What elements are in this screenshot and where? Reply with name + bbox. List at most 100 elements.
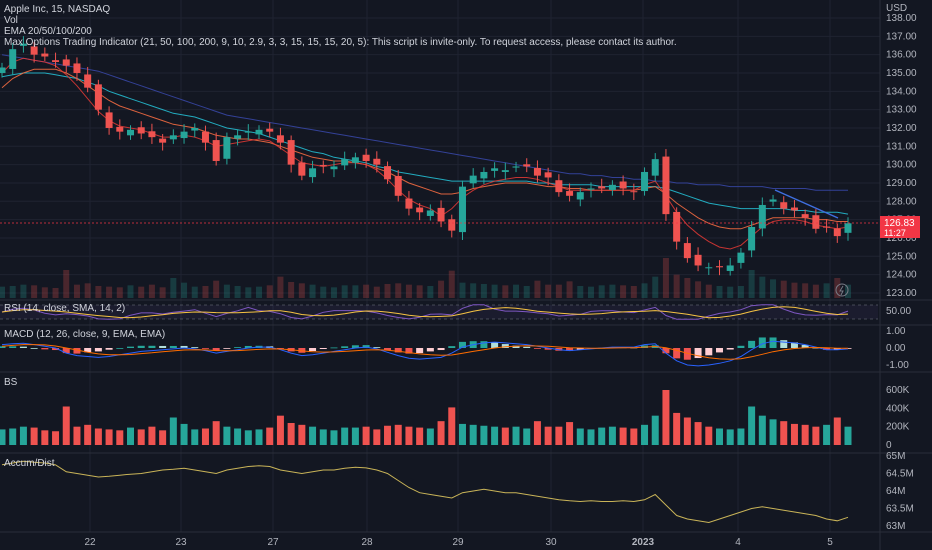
- candle-body: [0, 67, 6, 73]
- candle: [630, 183, 638, 201]
- bs-bar: [844, 426, 852, 445]
- macd-legend[interactable]: MACD (12, 26, close, 9, EMA, EMA): [4, 329, 165, 340]
- candle: [405, 191, 413, 216]
- candle: [298, 156, 306, 181]
- macd-histogram-bar: [523, 346, 531, 348]
- time-axis[interactable]: 22 23 27 28 29 30 2023 4 5: [84, 537, 833, 548]
- bs-bar: [373, 429, 381, 445]
- volume-bar: [298, 283, 305, 298]
- ad-tick-label: 64.5M: [886, 469, 914, 480]
- candle-body: [608, 184, 616, 190]
- bs-bar: [234, 428, 242, 445]
- candle: [309, 160, 317, 183]
- macd-histogram-and-lines: [0, 337, 852, 367]
- bs-bar: [405, 426, 413, 445]
- macd-histogram-bar: [812, 347, 820, 349]
- bs-bar: [619, 427, 627, 445]
- volume-bar: [20, 284, 27, 298]
- price-tick-label: 123.00: [886, 288, 917, 299]
- candle: [19, 36, 27, 53]
- candle-body: [737, 252, 745, 263]
- vol-legend[interactable]: Vol: [4, 15, 18, 26]
- candle-body: [116, 126, 124, 132]
- bs-bar: [255, 429, 263, 445]
- ad-legend[interactable]: Accum/Dist: [4, 458, 55, 469]
- price-tick-label: 136.00: [886, 50, 917, 61]
- macd-histogram-bar: [491, 342, 499, 348]
- volume-bar: [630, 286, 637, 298]
- macd-histogram-bar: [180, 345, 188, 348]
- macd-histogram-bar: [566, 348, 574, 351]
- macd-histogram-bar: [0, 346, 6, 348]
- volume-bar: [759, 276, 766, 298]
- ema-50-line: [1, 68, 848, 230]
- bs-volume-bars: [0, 390, 852, 445]
- ad-tick-label: 63.5M: [886, 504, 914, 515]
- candle: [512, 161, 520, 173]
- candle: [276, 127, 284, 150]
- candle: [9, 43, 17, 75]
- bs-bar: [384, 425, 392, 445]
- macd-histogram-bar: [41, 348, 49, 350]
- candle: [84, 66, 92, 93]
- volume-bar: [202, 286, 209, 298]
- candle-body: [566, 191, 574, 196]
- candle-body: [812, 215, 820, 229]
- volume-bar: [95, 286, 102, 298]
- candle-body: [673, 211, 681, 242]
- candlesticks: [0, 36, 852, 276]
- bs-bar: [641, 424, 649, 445]
- bs-bar: [694, 422, 702, 445]
- volume-bar: [0, 286, 5, 298]
- candle-body: [480, 171, 488, 179]
- macd-histogram-bar: [73, 348, 81, 354]
- macd-histogram-bar: [212, 348, 220, 351]
- volume-bar: [652, 276, 659, 298]
- price-tick-label: 124.00: [886, 270, 917, 281]
- bs-tick-label: 200K: [886, 422, 910, 433]
- candle-body: [469, 175, 477, 184]
- macd-histogram-bar: [30, 348, 38, 349]
- volume-bar: [256, 286, 263, 298]
- macd-histogram-bar: [576, 348, 584, 350]
- macd-histogram-bar: [148, 345, 156, 348]
- candle-body: [523, 164, 531, 167]
- candle-body: [276, 135, 284, 143]
- candle: [287, 135, 295, 173]
- candle: [619, 175, 627, 196]
- indicator-legend[interactable]: Max Options Trading Indicator (21, 50, 1…: [4, 37, 677, 48]
- ema-legend[interactable]: EMA 20/50/100/200: [4, 26, 92, 37]
- trendline-drawing[interactable]: [774, 189, 839, 219]
- candle: [598, 178, 606, 194]
- macd-histogram-bar: [662, 348, 670, 354]
- rsi-legend[interactable]: RSI (14, close, SMA, 14, 2): [4, 303, 125, 314]
- macd-histogram-bar: [673, 348, 681, 359]
- candle-body: [62, 59, 70, 66]
- candle-body: [266, 128, 274, 132]
- candle-body: [780, 202, 788, 209]
- bs-bar: [790, 423, 798, 445]
- macd-histogram-bar: [512, 345, 520, 348]
- bs-bar: [287, 423, 295, 445]
- candle: [780, 196, 788, 215]
- bs-bar: [812, 426, 820, 445]
- candle-body: [405, 198, 413, 209]
- bs-bar: [448, 407, 456, 445]
- volume-bar: [620, 285, 627, 298]
- macd-histogram-bar: [84, 348, 92, 353]
- bs-bar: [426, 428, 434, 445]
- candle-body: [715, 266, 723, 268]
- candle: [683, 237, 691, 263]
- volume-bar: [138, 286, 145, 298]
- candle: [416, 202, 424, 221]
- bs-bar: [469, 424, 477, 445]
- bs-bar: [501, 427, 509, 445]
- candle-body: [491, 168, 499, 171]
- candle: [833, 223, 841, 243]
- bs-legend[interactable]: BS: [4, 377, 18, 388]
- replay-icon[interactable]: [835, 283, 849, 297]
- volume-bar: [41, 287, 48, 298]
- symbol-title[interactable]: Apple Inc, 15, NASDAQ: [4, 4, 110, 15]
- candle-body: [790, 207, 798, 211]
